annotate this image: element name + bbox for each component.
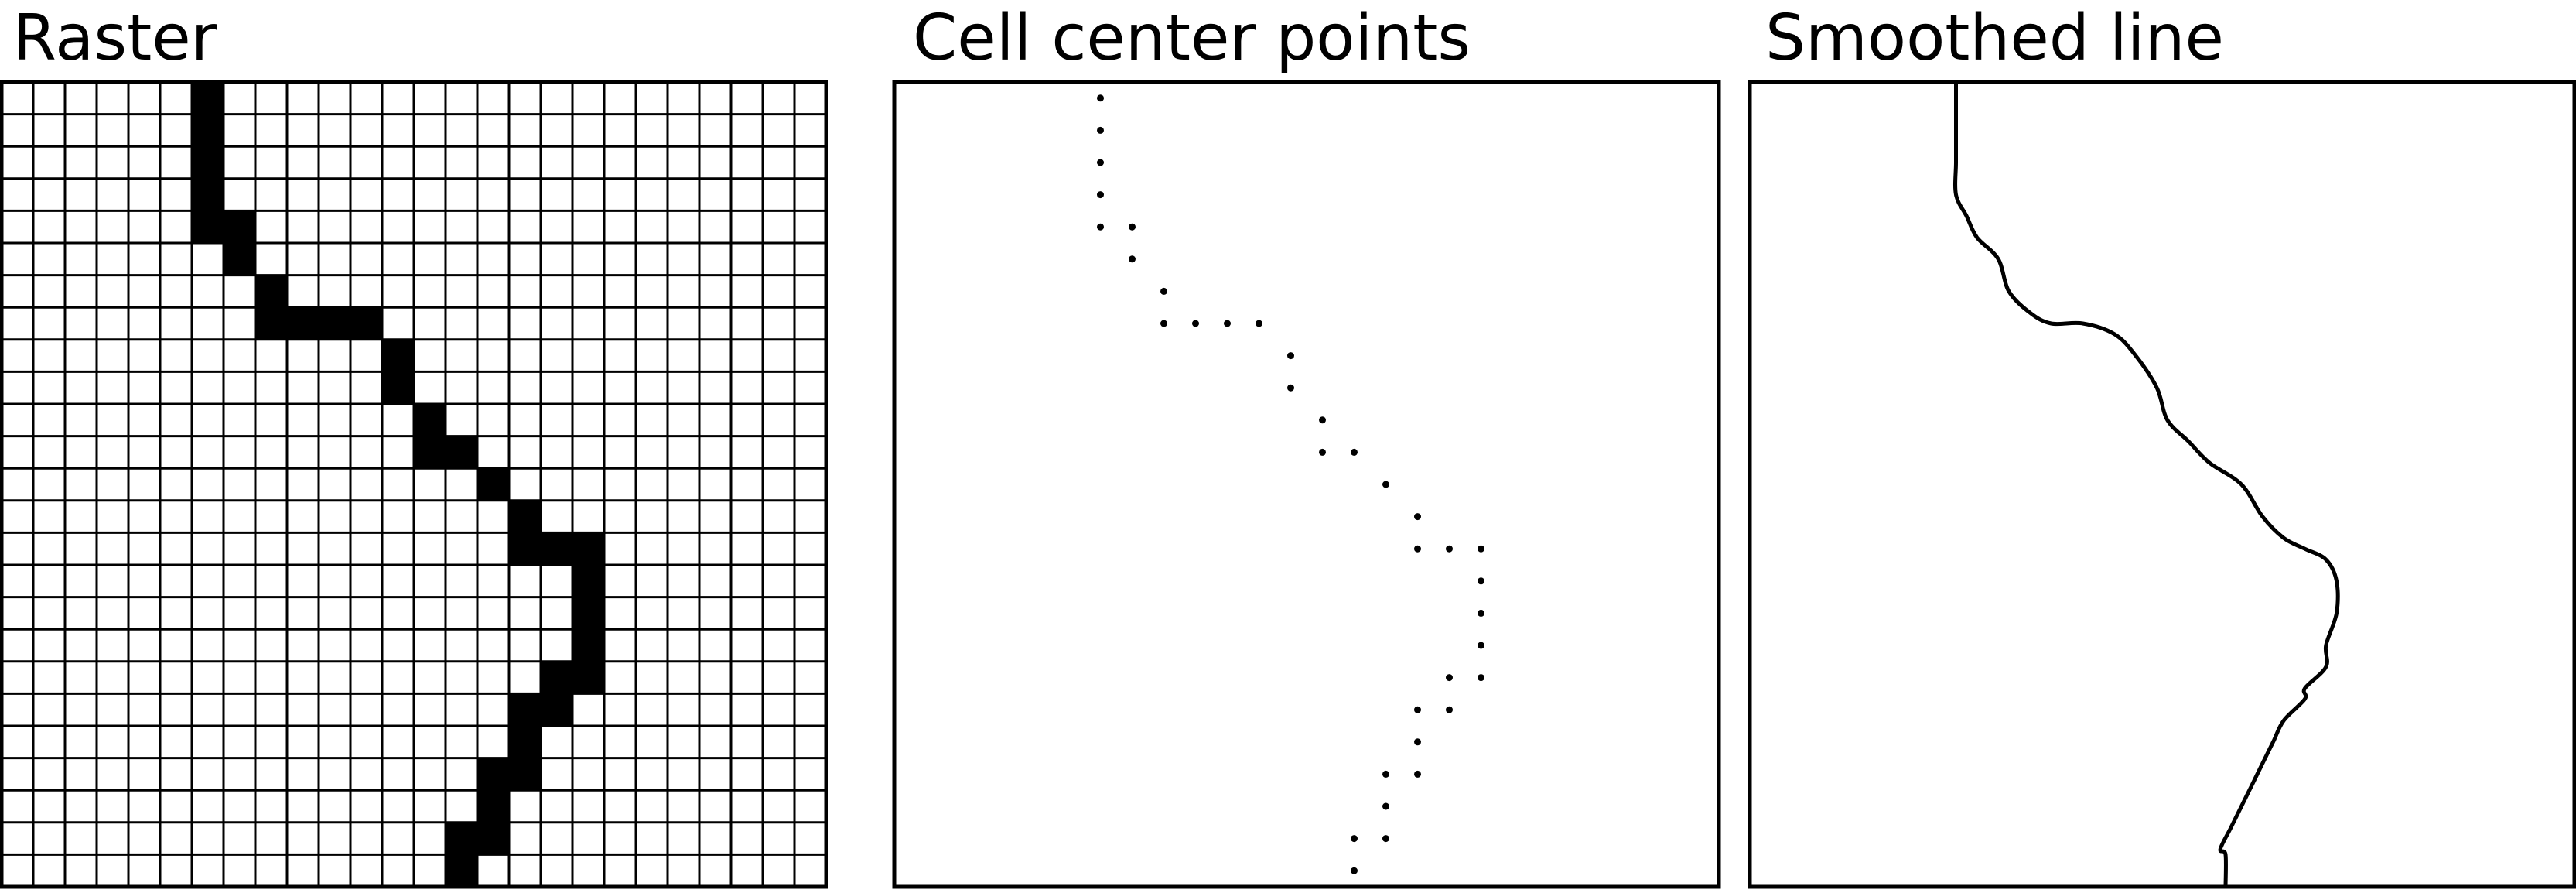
cell-center-point — [1414, 513, 1421, 521]
cell-center-points — [1097, 94, 1484, 874]
cell-center-point — [1097, 126, 1104, 134]
cell-center-point — [1382, 835, 1389, 843]
cell-center-point — [1414, 706, 1421, 713]
raster-filled-cell — [382, 339, 415, 372]
cell-center-point — [1478, 642, 1484, 649]
raster-filled-cell — [192, 82, 224, 115]
raster-filled-cell — [224, 243, 256, 276]
cell-center-point — [1224, 320, 1231, 327]
cell-center-point — [1478, 609, 1484, 617]
raster-filled-cell — [509, 758, 542, 791]
raster-filled-cell — [477, 790, 510, 823]
cell-center-point — [1478, 674, 1484, 682]
raster-filled-cell — [414, 436, 446, 469]
raster-filled-cell — [509, 500, 542, 533]
raster-filled-cell — [446, 822, 478, 855]
raster-filled-cell — [509, 532, 542, 566]
raster-filled-cell — [446, 436, 478, 469]
cell-center-point — [1414, 770, 1421, 778]
cell-center-point — [1097, 223, 1104, 231]
raster-filled-cell — [446, 854, 478, 888]
cell-center-point — [1319, 448, 1326, 456]
cell-center-point — [1319, 416, 1326, 424]
raster-filled-cell — [477, 468, 510, 501]
raster-filled-cell — [350, 307, 383, 340]
raster-filled-cell — [255, 275, 288, 308]
raster-grid-lines — [2, 82, 826, 887]
raster-filled-cells — [192, 82, 605, 888]
cell-center-point — [1097, 191, 1104, 199]
smoothed-line-panel — [1748, 80, 2576, 889]
cell-center-point — [1382, 481, 1389, 488]
raster-filled-cell — [541, 693, 573, 727]
cell-center-points-panel-title: Cell center points — [913, 2, 1471, 75]
cell-center-point — [1160, 287, 1167, 295]
raster-filled-cell — [192, 178, 224, 211]
raster-filled-cell — [382, 371, 415, 405]
smoothed-line — [1952, 80, 2340, 889]
raster-filled-cell — [477, 758, 510, 791]
raster-filled-cell — [255, 307, 288, 340]
points-frame — [892, 80, 1721, 889]
cell-center-point — [1414, 738, 1421, 746]
raster-filled-cell — [572, 597, 605, 630]
cell-center-point — [1446, 545, 1453, 553]
raster-filled-cell — [572, 532, 605, 566]
cell-center-point — [1287, 352, 1294, 360]
cell-center-point — [1160, 320, 1167, 327]
cell-center-point — [1256, 320, 1262, 327]
raster-filled-cell — [414, 404, 446, 437]
cell-center-point — [1287, 384, 1294, 392]
raster-filled-cell — [509, 726, 542, 759]
raster-filled-cell — [572, 565, 605, 598]
cell-center-point — [1129, 223, 1136, 231]
cell-center-points-panel — [892, 80, 1721, 889]
cell-center-point — [1351, 867, 1358, 874]
cell-center-point — [1478, 545, 1484, 553]
cell-center-point — [1382, 802, 1389, 810]
cell-center-point — [1446, 706, 1453, 713]
cell-center-point — [1446, 674, 1453, 682]
raster-filled-cell — [192, 114, 224, 147]
cell-center-point — [1351, 835, 1358, 843]
raster-filled-cell — [477, 822, 510, 855]
raster-filled-cell — [192, 146, 224, 180]
smoothed-line-panel-title: Smoothed line — [1765, 2, 2224, 75]
raster-filled-cell — [319, 307, 351, 340]
cell-center-point — [1097, 94, 1104, 102]
smooth-frame — [1748, 80, 2576, 889]
cell-center-point — [1478, 577, 1484, 585]
raster-panel-title: Raster — [12, 2, 217, 75]
raster-filled-cell — [224, 210, 256, 244]
raster-filled-cell — [572, 629, 605, 662]
cell-center-point — [1192, 320, 1199, 327]
cell-center-point — [1351, 448, 1358, 456]
raster-filled-cell — [192, 210, 224, 244]
cell-center-point — [1129, 255, 1136, 263]
raster-filled-cell — [572, 661, 605, 694]
cell-center-point — [1097, 159, 1104, 166]
raster-filled-cell — [541, 661, 573, 694]
raster-filled-cell — [541, 532, 573, 566]
raster-filled-cell — [509, 693, 542, 727]
raster-grid-panel — [0, 80, 828, 889]
raster-filled-cell — [287, 307, 319, 340]
cell-center-point — [1414, 545, 1421, 553]
cell-center-point — [1382, 770, 1389, 778]
